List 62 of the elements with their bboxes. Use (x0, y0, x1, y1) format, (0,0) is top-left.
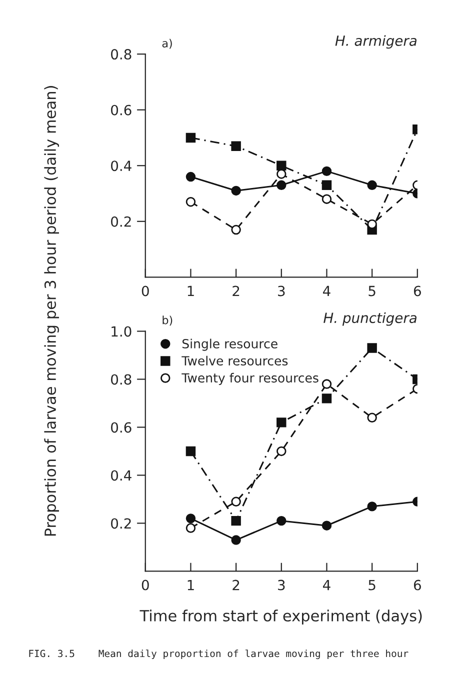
x-tick-label: 4 (323, 286, 330, 296)
point (322, 520, 332, 530)
x-tick-label: 2 (232, 580, 240, 590)
point (186, 197, 196, 207)
point (231, 224, 241, 235)
point (276, 180, 286, 190)
x-tick-label: 0 (142, 286, 149, 296)
point (367, 412, 377, 422)
legend-label: Single resource (182, 338, 278, 351)
legend-label: Twelve resources (182, 356, 288, 366)
x-tick-label: 3 (278, 580, 285, 590)
point (231, 496, 241, 506)
text: b) (162, 316, 172, 326)
y-tick-label: 0.6 (111, 104, 132, 116)
point (276, 160, 286, 170)
x-tick-label: 2 (232, 286, 240, 296)
y-tick-label: 1.0 (112, 326, 132, 337)
y-tick-label: 0.2 (111, 216, 131, 227)
x-tick-label: 5 (368, 286, 376, 296)
x-tick-label: 6 (414, 580, 421, 590)
point (367, 502, 377, 512)
y-tick-label: 0.8 (111, 49, 132, 60)
x-tick-label: 1 (188, 580, 194, 590)
point (186, 523, 196, 533)
point (367, 219, 377, 230)
point (276, 169, 286, 179)
y-tick-label: 0.2 (111, 518, 131, 529)
y-tick-label: 0.6 (111, 422, 132, 433)
point (186, 514, 196, 524)
y-tick-label: 0.8 (111, 374, 132, 385)
chart-title: H. armigera (335, 35, 416, 49)
x-tick-label: 6 (414, 286, 421, 296)
point (186, 446, 196, 456)
point (231, 141, 241, 151)
y-tick-label: 0.4 (111, 470, 132, 481)
legend-label: Twenty four resources (182, 372, 318, 386)
y-tick-label: 0.4 (111, 160, 132, 172)
point (276, 446, 286, 456)
point (367, 343, 377, 353)
point (186, 132, 196, 143)
x-tick-label: 5 (368, 580, 376, 590)
point (231, 516, 241, 526)
x-tick-label: 3 (278, 286, 285, 296)
point (322, 180, 332, 190)
point (322, 379, 332, 389)
point (322, 394, 332, 404)
y-axis-title: Proportion of larvae moving per 3 hour period (daily mean) (44, 86, 59, 536)
x-tick-label: 0 (142, 580, 149, 590)
point (276, 516, 286, 526)
point (322, 194, 332, 204)
point (231, 535, 241, 545)
caption: FIG. 3.5 Mean daily proportion of larvae moving per three hour (29, 650, 408, 660)
point (276, 418, 286, 428)
point (322, 166, 332, 176)
point (231, 186, 241, 196)
x-axis-title: Time from start of experiment (days) (140, 610, 422, 624)
point (186, 172, 196, 182)
text: a) (162, 38, 172, 49)
point (367, 180, 377, 190)
chart-title: H. punctigera (324, 312, 416, 326)
x-tick-label: 4 (323, 580, 330, 590)
x-tick-label: 1 (188, 286, 194, 296)
